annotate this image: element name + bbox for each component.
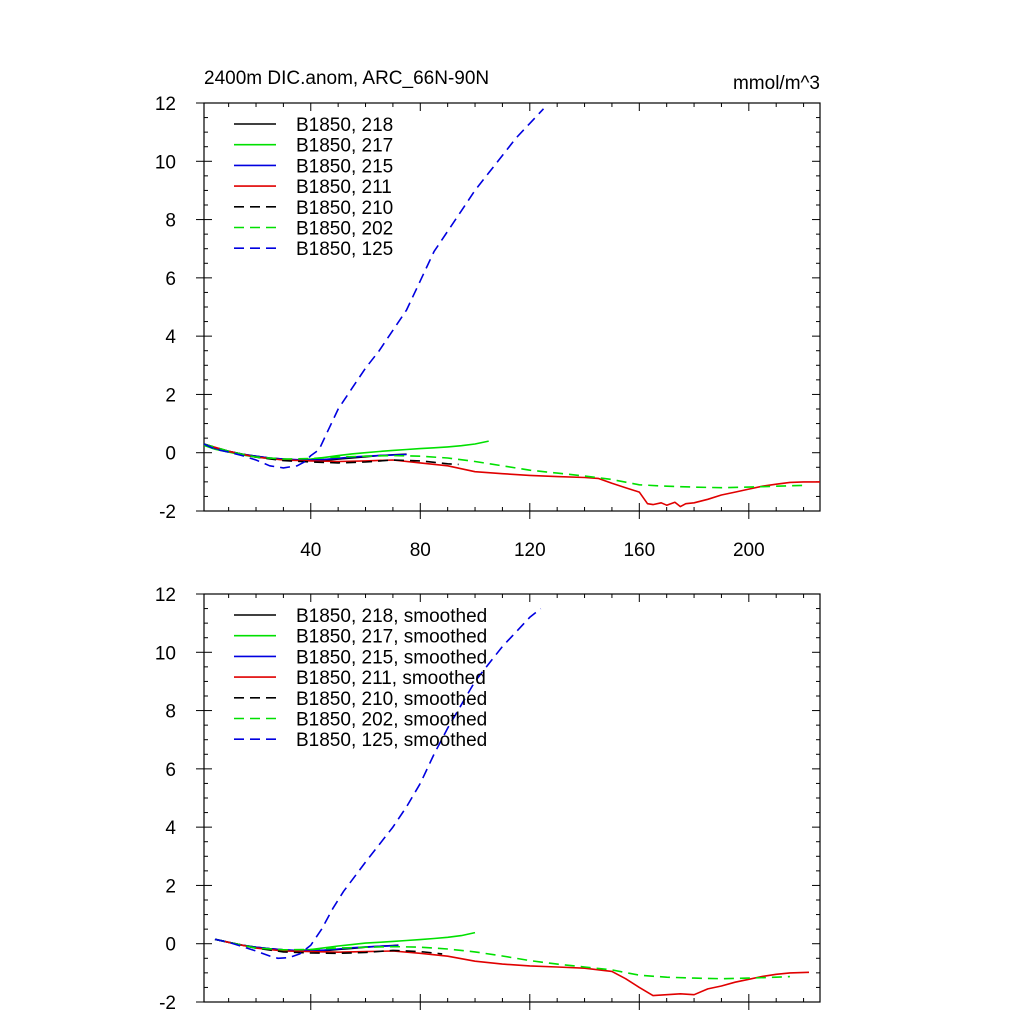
- legend-label: B1850, 211, smoothed: [296, 668, 486, 689]
- y-tick-label: 2: [165, 876, 176, 897]
- y-tick-label: -2: [159, 993, 176, 1014]
- series-line-6: [204, 108, 545, 469]
- legend-label: B1850, 202, smoothed: [296, 710, 487, 731]
- figure-title: 2400m DIC.anom, ARC_66N-90N: [204, 68, 489, 89]
- y-tick-label: 6: [165, 760, 176, 781]
- y-tick-label: 8: [165, 702, 176, 723]
- y-tick-label: 12: [155, 94, 176, 115]
- series-line-3: [204, 443, 820, 508]
- y-tick-label: 4: [165, 818, 176, 839]
- y-tick-label: 0: [165, 935, 176, 956]
- legend-label: B1850, 202: [296, 219, 393, 240]
- series-line-5: [204, 443, 804, 489]
- y-tick-label: 10: [155, 152, 176, 173]
- y-tick-label: 4: [165, 327, 176, 348]
- y-tick-label: 12: [155, 585, 176, 606]
- y-tick-label: 0: [165, 444, 176, 465]
- legend-label: B1850, 125, smoothed: [296, 730, 487, 751]
- legend-label: B1850, 211: [296, 177, 392, 198]
- legend-label: B1850, 215, smoothed: [296, 647, 487, 668]
- legend-label: B1850, 210: [296, 198, 393, 219]
- y-tick-label: -2: [159, 502, 176, 523]
- x-tick-label: 120: [514, 540, 546, 561]
- legend-label: B1850, 215: [296, 156, 393, 177]
- x-tick-label: 80: [410, 540, 431, 561]
- y-tick-label: 8: [165, 211, 176, 232]
- x-tick-label: 40: [300, 540, 321, 561]
- legend-label: B1850, 210, smoothed: [296, 689, 487, 710]
- series-line-5: [214, 938, 790, 980]
- legend-label: B1850, 218: [296, 115, 393, 136]
- legend-label: B1850, 218, smoothed: [296, 606, 487, 627]
- figure-units: mmol/m^3: [733, 73, 820, 94]
- y-tick-label: 10: [155, 643, 176, 664]
- x-tick-label: 200: [733, 540, 765, 561]
- legend-label: B1850, 217: [296, 136, 393, 157]
- x-tick-label: 160: [623, 540, 655, 561]
- y-tick-label: 6: [165, 269, 176, 290]
- y-tick-label: 2: [165, 385, 176, 406]
- legend-label: B1850, 125: [296, 239, 393, 260]
- legend-label: B1850, 217, smoothed: [296, 627, 487, 648]
- series-line-3: [214, 938, 810, 997]
- series-group: [204, 108, 820, 508]
- series-group: [214, 607, 810, 997]
